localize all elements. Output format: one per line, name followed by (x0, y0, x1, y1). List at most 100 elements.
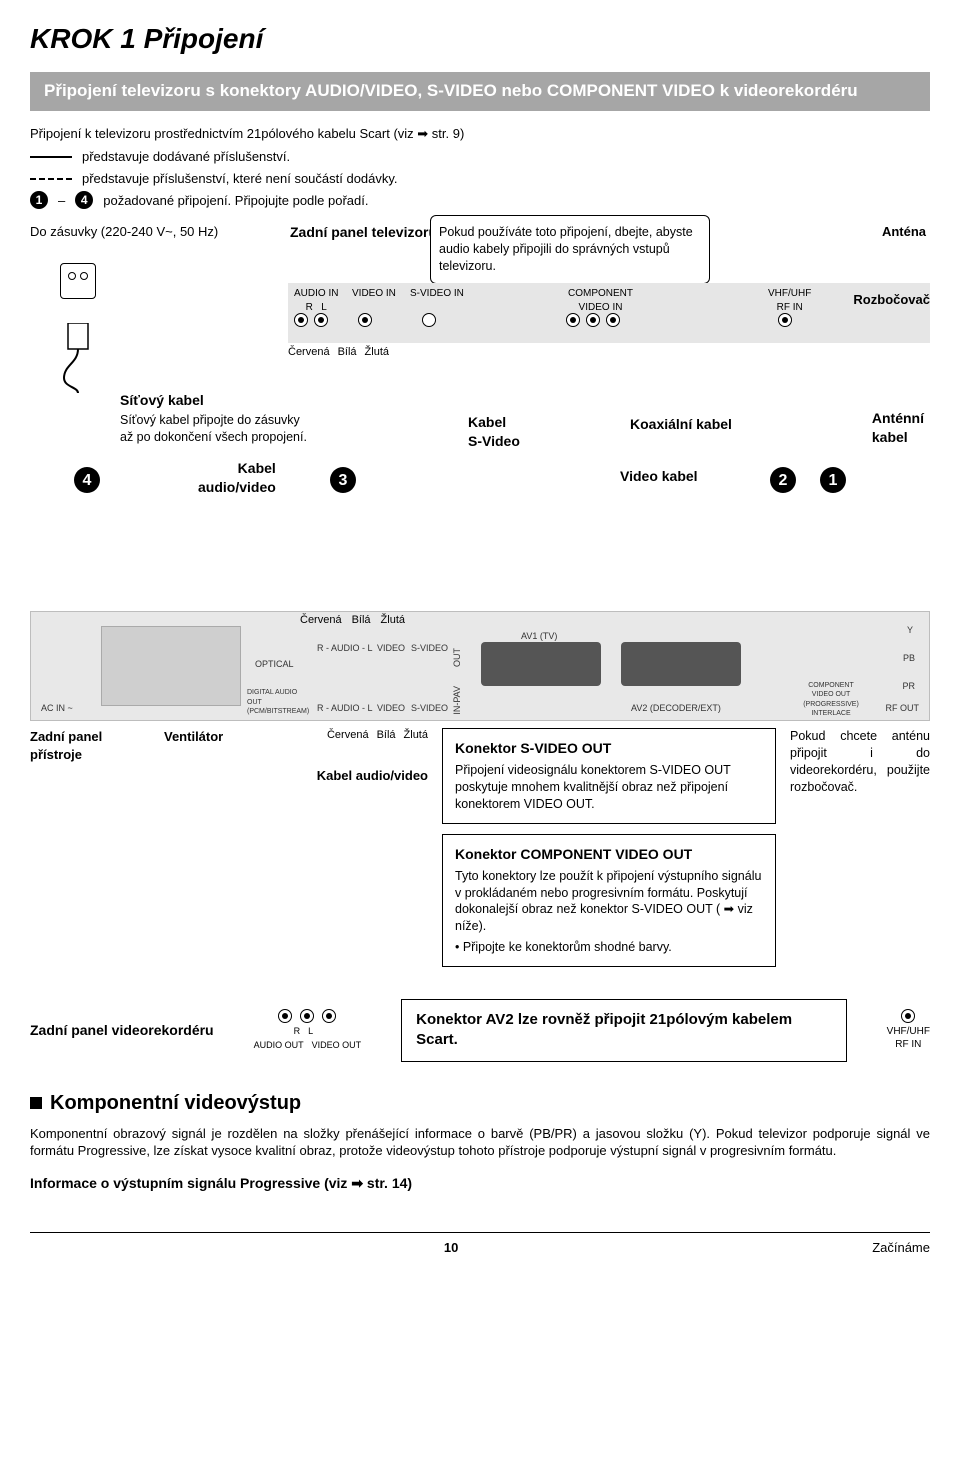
color-yellow-3: Žlutá (404, 728, 428, 743)
legend: představuje dodávané příslušenství. před… (30, 148, 930, 209)
svideo-out-title: Konektor S-VIDEO OUT (455, 739, 763, 758)
svideo-cable-1: Kabel (468, 413, 520, 432)
av-cable-label-2: Kabel audio/video (278, 767, 428, 785)
legend-nums-text: požadované připojení. Připojujte podle p… (103, 192, 368, 210)
component-out-bullet: • Připojte ke konektorům shodné barvy. (455, 939, 763, 956)
color-labels-1: Červená Bílá Žlutá (288, 345, 389, 360)
power-cable-block: Síťový kabel Síťový kabel připojte do zá… (120, 391, 310, 446)
r-audio-l-1: R - AUDIO - L (317, 642, 373, 654)
video-cable-label: Video kabel (620, 467, 698, 486)
krok-label: KROK 1 (30, 23, 136, 54)
vcr-row: Zadní panel videorekordéru R L AUDIO OUT… (30, 999, 930, 1062)
component-section-heading: Komponentní videovýstup (30, 1090, 930, 1117)
step-name: Připojení (144, 23, 264, 54)
step-title: KROK 1 Připojení (30, 20, 930, 58)
color-red-3: Červená (327, 728, 369, 743)
component-out-text: Tyto konektory lze použít k připojení vý… (455, 868, 763, 936)
video-port-1: VIDEO (377, 642, 405, 654)
tv-component2: VIDEO IN (568, 301, 633, 315)
svideo-port-2: S-VIDEO (411, 702, 448, 714)
square-bullet-icon (30, 1097, 42, 1109)
video-port-2: VIDEO (377, 702, 405, 714)
pb-label: PB (903, 652, 915, 664)
vcr-jacks: R L AUDIO OUT VIDEO OUT (254, 1009, 362, 1051)
vcr-rear-label: Zadní panel videorekordéru (30, 1021, 214, 1040)
fan-label: Ventilátor (164, 728, 264, 746)
step-num-4: 4 (74, 467, 100, 493)
wall-socket-icon (60, 263, 96, 299)
tv-vhf2: RF IN (768, 301, 811, 315)
antenna-cable-1: Anténní (872, 409, 924, 428)
color-white-1: Bílá (338, 345, 357, 360)
color-red-2: Červená (300, 613, 342, 628)
antenna-label: Anténa (882, 223, 926, 241)
antenna-cable-2: kabel (872, 428, 924, 447)
vcr-r: R (294, 1025, 301, 1037)
page-footer: 10 Začínáme (30, 1232, 930, 1257)
device-rear-label-2: přístroje (30, 746, 150, 764)
wall-socket-label: Do zásuvky (220-240 V~, 50 Hz) (30, 223, 218, 241)
av2-label: AV2 (DECODER/EXT) (631, 702, 721, 714)
component-section-body: Komponentní obrazový signál je rozdělen … (30, 1125, 930, 1160)
power-cable-title: Síťový kabel (120, 391, 310, 410)
vcr-vhf: VHF/UHF (887, 1025, 930, 1039)
power-cable-text: Síťový kabel připojte do zásuvky až po d… (120, 412, 310, 446)
legend-dashed-text: představuje příslušenství, které není so… (82, 170, 398, 188)
color-yellow-2: Žlutá (381, 613, 405, 628)
plug-icon (54, 323, 102, 393)
intro-block: Připojení k televizoru prostřednictvím 2… (30, 125, 930, 143)
vcr-audio-out: AUDIO OUT (254, 1039, 304, 1051)
device-rear-label-1: Zadní panel (30, 728, 150, 746)
page-number: 10 (444, 1239, 458, 1257)
tv-rear-panel: AUDIO IN R L VIDEO IN S-VIDEO IN COMPONE… (288, 283, 930, 343)
legend-num-to: 4 (75, 191, 93, 209)
vcr-rf-in: VHF/UHF RF IN (887, 1009, 930, 1052)
color-yellow-1: Žlutá (365, 345, 389, 360)
ac-in-label: AC IN ~ (41, 702, 73, 714)
tv-panel-label: Zadní panel televizoru (290, 223, 437, 242)
av-cable-2: audio/video (198, 478, 276, 497)
in-pav-label: IN-PAV (451, 686, 463, 715)
svideo-out-box: Konektor S-VIDEO OUT Připojení videosign… (442, 728, 776, 824)
tv-audio-in: AUDIO IN (294, 287, 338, 301)
av-cable-1: Kabel (198, 459, 276, 478)
component-section-title: Komponentní videovýstup (50, 1092, 301, 1114)
svideo-port-1: S-VIDEO (411, 642, 448, 654)
av2-note-box: Konektor AV2 lze rovněž připojit 21pólov… (401, 999, 847, 1062)
av-cable-label: Kabel audio/video (198, 459, 276, 497)
tv-component: COMPONENT (568, 287, 633, 301)
mid-section: Zadní panel přístroje Ventilátor Červená… (30, 728, 930, 977)
r-audio-l-2: R - AUDIO - L (317, 702, 373, 714)
tv-l: L (321, 302, 327, 313)
svideo-out-text: Připojení videosignálu konektorem S-VIDE… (455, 762, 763, 813)
footer-section: Začínáme (872, 1239, 930, 1257)
tv-vhf: VHF/UHF (768, 287, 811, 301)
coax-cable-label: Koaxiální kabel (630, 415, 732, 434)
vcr-video-out: VIDEO OUT (312, 1039, 362, 1051)
intro-text: Připojení k televizoru prostřednictvím 2… (30, 125, 930, 143)
note-box: Pokud používáte toto připojení, dbejte, … (430, 215, 710, 284)
tv-svideo-in: S-VIDEO IN (410, 287, 464, 301)
vcr-l: L (308, 1025, 313, 1037)
pr-label: PR (902, 680, 915, 692)
subtitle-bar: Připojení televizoru s konektory AUDIO/V… (30, 72, 930, 111)
optical-label: OPTICAL (255, 658, 294, 670)
splitter-label: Rozbočovač (853, 291, 930, 309)
out-label: OUT (451, 648, 463, 667)
color-red-1: Červená (288, 345, 330, 360)
legend-solid-line (30, 156, 72, 158)
digital-out-label: DIGITAL AUDIO OUT (PCM/BITSTREAM) (247, 688, 307, 716)
splitter-note: Pokud chcete anténu připojit i do videor… (790, 728, 930, 796)
component-out-label: COMPONENT VIDEO OUT (PROGRESSIVE) INTERL… (799, 681, 863, 719)
tv-video-in: VIDEO IN (352, 287, 396, 301)
vcr-vhf2: RF IN (887, 1038, 930, 1052)
av1-label: AV1 (TV) (521, 630, 557, 642)
color-white-2: Bílá (352, 613, 371, 628)
legend-dash: – (58, 192, 65, 210)
component-out-title: Konektor COMPONENT VIDEO OUT (455, 845, 763, 864)
step-num-2: 2 (770, 467, 796, 493)
tv-r: R (306, 302, 313, 313)
svideo-cable-2: S-Video (468, 432, 520, 451)
legend-solid-text: představuje dodávané příslušenství. (82, 148, 290, 166)
step-num-3: 3 (330, 467, 356, 493)
